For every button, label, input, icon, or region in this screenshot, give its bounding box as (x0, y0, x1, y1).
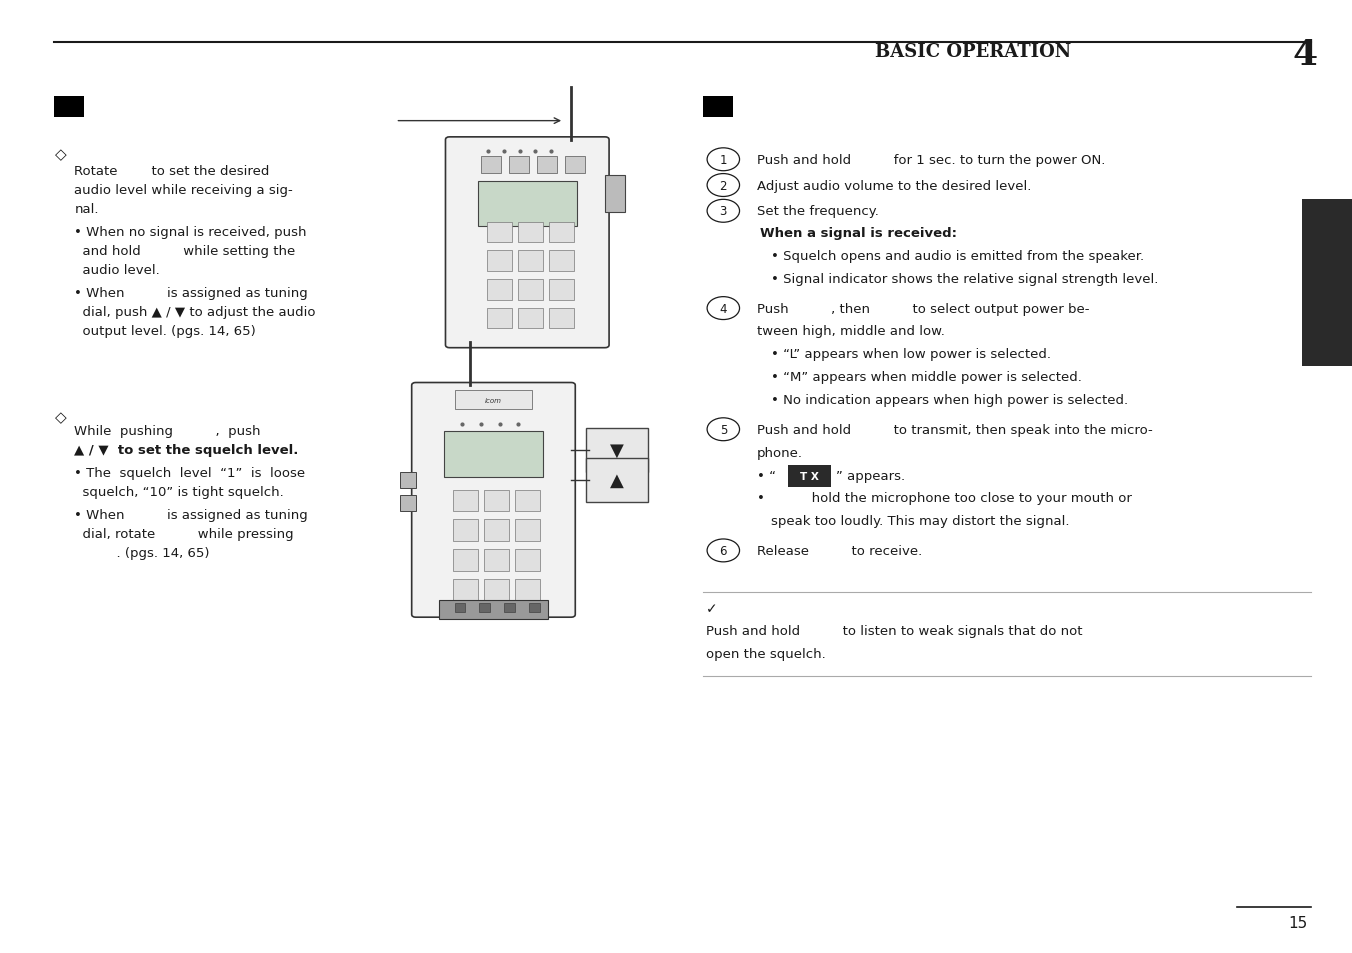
Bar (443, 432, 544, 477)
Bar (453, 550, 479, 571)
Text: • “: • “ (757, 469, 776, 482)
Bar (477, 181, 577, 227)
Text: audio level.: audio level. (74, 264, 160, 277)
Bar (515, 519, 541, 541)
Bar (487, 309, 512, 329)
Text: Rotate        to set the desired: Rotate to set the desired (74, 165, 270, 178)
Bar (454, 603, 465, 613)
Text: output level. (pgs. 14, 65): output level. (pgs. 14, 65) (74, 325, 256, 338)
Bar (518, 222, 544, 243)
Text: 3: 3 (719, 205, 727, 218)
Bar (54, 97, 84, 118)
Bar (487, 280, 512, 300)
Text: • “M” appears when middle power is selected.: • “M” appears when middle power is selec… (771, 371, 1082, 384)
Bar (439, 600, 548, 619)
Bar (549, 280, 573, 300)
Bar (453, 490, 479, 512)
Bar (454, 391, 533, 410)
Text: • When no signal is received, push: • When no signal is received, push (74, 226, 307, 239)
Text: squelch, “10” is tight squelch.: squelch, “10” is tight squelch. (74, 485, 284, 498)
Text: 2: 2 (719, 179, 727, 193)
FancyBboxPatch shape (446, 138, 608, 349)
Bar (453, 579, 479, 601)
Text: phone.: phone. (757, 446, 803, 459)
Bar (453, 519, 479, 541)
Text: ◇: ◇ (55, 410, 68, 425)
Text: nal.: nal. (74, 203, 99, 216)
Bar (515, 579, 541, 601)
Text: Release          to receive.: Release to receive. (757, 544, 922, 558)
Bar (549, 222, 573, 243)
Bar (515, 550, 541, 571)
FancyBboxPatch shape (788, 465, 831, 488)
Bar (518, 309, 544, 329)
Bar (537, 157, 557, 174)
Text: Set the frequency.: Set the frequency. (757, 205, 879, 218)
Bar (484, 519, 510, 541)
FancyBboxPatch shape (587, 458, 649, 502)
Text: 4: 4 (1293, 38, 1317, 72)
FancyBboxPatch shape (411, 383, 575, 618)
Text: and hold          while setting the: and hold while setting the (74, 245, 296, 258)
Bar (515, 490, 541, 512)
Bar (549, 252, 573, 272)
Text: 6: 6 (719, 544, 727, 558)
Text: ▲ / ▼  to set the squelch level.: ▲ / ▼ to set the squelch level. (74, 443, 299, 456)
Text: ✓: ✓ (706, 601, 718, 615)
Text: 5: 5 (719, 423, 727, 436)
FancyBboxPatch shape (1302, 200, 1352, 367)
Bar (508, 157, 529, 174)
Text: ◇: ◇ (55, 147, 68, 162)
Text: •           hold the microphone too close to your mouth or: • hold the microphone too close to your … (757, 492, 1132, 505)
Text: dial, push ▲ / ▼ to adjust the audio: dial, push ▲ / ▼ to adjust the audio (74, 306, 316, 319)
Bar (484, 579, 510, 601)
Text: speak too loudly. This may distort the signal.: speak too loudly. This may distort the s… (771, 515, 1069, 528)
Text: Adjust audio volume to the desired level.: Adjust audio volume to the desired level… (757, 179, 1032, 193)
Bar (400, 496, 415, 512)
Text: • Signal indicator shows the relative signal strength level.: • Signal indicator shows the relative si… (771, 273, 1159, 286)
Bar (518, 252, 544, 272)
Text: When a signal is received:: When a signal is received: (760, 227, 957, 240)
Text: • When          is assigned as tuning: • When is assigned as tuning (74, 287, 308, 300)
Text: 1: 1 (719, 153, 727, 167)
Text: ▲: ▲ (610, 472, 625, 489)
Bar (504, 603, 515, 613)
Bar (565, 157, 585, 174)
Bar (487, 252, 512, 272)
Text: . (pgs. 14, 65): . (pgs. 14, 65) (74, 546, 210, 559)
Text: audio level while receiving a sig-: audio level while receiving a sig- (74, 184, 293, 197)
Bar (604, 175, 625, 213)
FancyBboxPatch shape (587, 429, 649, 473)
Text: T X: T X (800, 472, 819, 481)
Text: 4: 4 (719, 302, 727, 315)
Text: dial, rotate          while pressing: dial, rotate while pressing (74, 527, 293, 540)
Text: • “L” appears when low power is selected.: • “L” appears when low power is selected… (771, 348, 1051, 361)
Text: Push and hold          for 1 sec. to turn the power ON.: Push and hold for 1 sec. to turn the pow… (757, 153, 1106, 167)
Bar (484, 550, 510, 571)
Bar (487, 222, 512, 243)
Bar (549, 309, 573, 329)
Text: Push and hold          to transmit, then speak into the micro-: Push and hold to transmit, then speak in… (757, 423, 1153, 436)
Bar (484, 490, 510, 512)
Text: Push          , then          to select output power be-: Push , then to select output power be- (757, 302, 1090, 315)
Bar (481, 157, 500, 174)
Text: tween high, middle and low.: tween high, middle and low. (757, 325, 945, 338)
Text: ” appears.: ” appears. (836, 469, 904, 482)
Text: BASIC OPERATION: BASIC OPERATION (875, 44, 1072, 61)
Text: • No indication appears when high power is selected.: • No indication appears when high power … (771, 394, 1128, 407)
Text: • Squelch opens and audio is emitted from the speaker.: • Squelch opens and audio is emitted fro… (771, 250, 1144, 263)
Text: 15: 15 (1288, 915, 1307, 930)
Text: • The  squelch  level  “1”  is  loose: • The squelch level “1” is loose (74, 466, 306, 479)
Text: While  pushing          ,  push: While pushing , push (74, 424, 261, 437)
Text: Push and hold          to listen to weak signals that do not: Push and hold to listen to weak signals … (706, 624, 1082, 638)
Text: icom: icom (485, 397, 502, 403)
Bar (480, 603, 491, 613)
Text: • When          is assigned as tuning: • When is assigned as tuning (74, 508, 308, 521)
Bar (518, 280, 544, 300)
Text: ▼: ▼ (610, 441, 625, 459)
Text: open the squelch.: open the squelch. (706, 647, 826, 660)
Bar (703, 97, 733, 118)
Bar (400, 473, 415, 489)
Bar (529, 603, 541, 613)
